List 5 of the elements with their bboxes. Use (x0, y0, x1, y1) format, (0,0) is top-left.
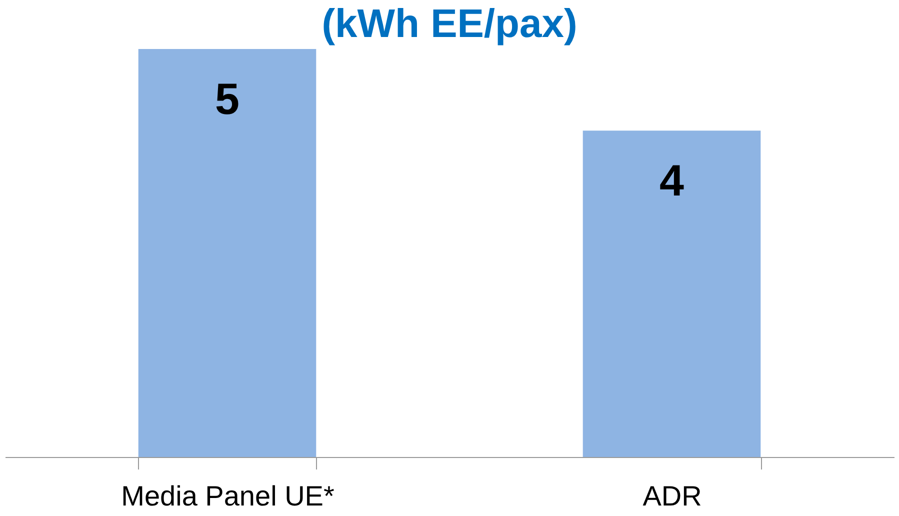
x-tick-label: ADR (642, 480, 702, 512)
chart-title: (kWh EE/pax) (322, 2, 578, 46)
data-label: 4 (660, 156, 685, 206)
x-tick-label: Media Panel UE* (121, 480, 334, 512)
data-label: 5 (215, 75, 240, 124)
